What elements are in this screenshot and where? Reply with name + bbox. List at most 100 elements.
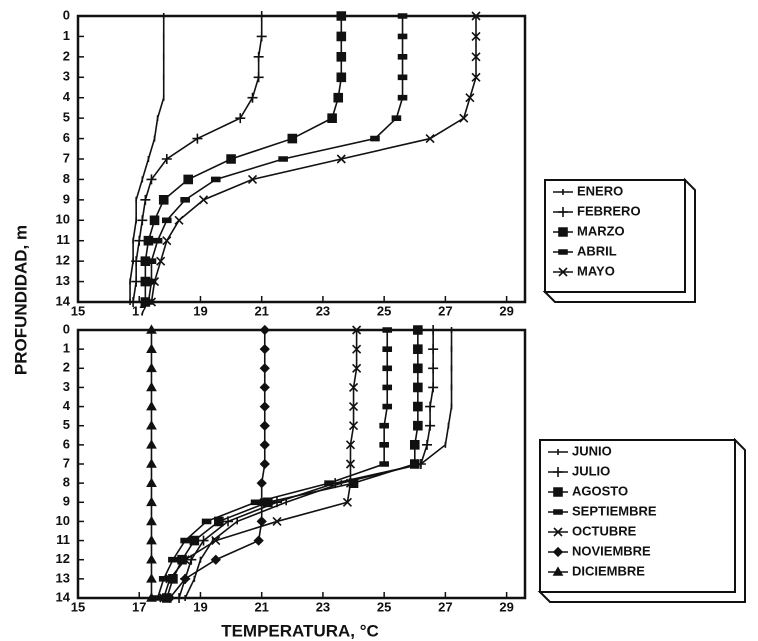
marker xyxy=(210,554,221,565)
marker xyxy=(379,442,389,448)
marker xyxy=(201,518,212,525)
marker xyxy=(146,515,157,526)
marker xyxy=(397,54,408,60)
marker xyxy=(425,401,436,412)
marker xyxy=(259,439,270,450)
marker xyxy=(558,227,568,237)
marker xyxy=(352,363,362,373)
marker xyxy=(131,276,142,287)
marker xyxy=(370,135,380,142)
marker xyxy=(397,33,408,40)
marker xyxy=(397,94,408,101)
y-tick-label: 14 xyxy=(56,293,71,308)
marker xyxy=(161,154,172,164)
marker xyxy=(161,217,172,224)
y-tick-label: 13 xyxy=(56,570,70,585)
marker xyxy=(465,93,475,103)
x-tick-label: 21 xyxy=(254,303,268,318)
marker xyxy=(391,115,402,121)
marker xyxy=(180,537,190,544)
y-tick-label: 11 xyxy=(56,232,70,247)
legend-label: ENERO xyxy=(577,183,623,198)
y-tick-label: 10 xyxy=(56,513,70,528)
marker xyxy=(552,546,564,558)
marker xyxy=(471,11,481,21)
marker xyxy=(558,267,568,277)
marker xyxy=(140,194,151,205)
legend-label: AGOSTO xyxy=(572,483,628,498)
y-tick-label: 7 xyxy=(63,455,70,470)
marker xyxy=(333,92,344,103)
legend-label: MAYO xyxy=(577,263,615,278)
legend-label: FEBRERO xyxy=(577,203,641,218)
x-tick-label: 25 xyxy=(377,599,391,614)
marker xyxy=(553,509,563,515)
marker xyxy=(253,51,264,62)
plot-frame xyxy=(76,328,527,600)
marker xyxy=(165,574,175,584)
marker xyxy=(336,52,347,62)
marker xyxy=(146,439,157,449)
marker xyxy=(143,235,154,246)
marker xyxy=(259,344,270,355)
marker xyxy=(352,344,362,354)
marker xyxy=(259,324,270,336)
x-tick-label: 17 xyxy=(132,599,146,614)
marker xyxy=(336,11,347,21)
x-tick-label: 23 xyxy=(316,303,330,318)
y-tick-label: 7 xyxy=(63,150,70,165)
marker xyxy=(158,576,169,582)
y-tick-label: 11 xyxy=(56,532,70,547)
legend-label: DICIEMBRE xyxy=(572,563,645,578)
marker xyxy=(409,459,420,469)
legend-label: OCTUBRE xyxy=(572,523,637,538)
marker xyxy=(287,133,298,144)
marker xyxy=(382,327,393,333)
x-tick-label: 27 xyxy=(438,599,452,614)
marker xyxy=(336,154,346,164)
y-tick-label: 3 xyxy=(63,379,70,394)
legend-label: JULIO xyxy=(572,463,610,478)
legend-label: MARZO xyxy=(577,223,625,238)
marker xyxy=(146,477,157,487)
marker xyxy=(471,72,481,82)
marker xyxy=(558,207,568,217)
marker xyxy=(256,31,267,42)
marker xyxy=(198,535,209,546)
marker xyxy=(382,384,393,391)
marker xyxy=(214,516,224,527)
marker xyxy=(131,256,142,267)
marker xyxy=(146,400,157,411)
series-line xyxy=(150,16,477,303)
marker xyxy=(192,133,203,144)
y-tick-label: 3 xyxy=(63,69,70,84)
marker xyxy=(345,440,356,450)
y-tick-label: 5 xyxy=(63,110,70,125)
marker xyxy=(235,113,246,124)
marker xyxy=(413,363,423,374)
marker xyxy=(253,72,264,83)
x-tick-label: 17 xyxy=(132,303,146,318)
marker xyxy=(146,381,157,392)
marker xyxy=(382,346,393,352)
marker xyxy=(253,535,264,546)
marker xyxy=(146,297,157,307)
marker xyxy=(336,72,347,83)
marker xyxy=(146,343,157,353)
series-line xyxy=(144,16,343,302)
marker xyxy=(146,592,157,602)
marker xyxy=(247,92,258,103)
marker xyxy=(168,556,178,563)
x-axis-label: TEMPERATURA, °C xyxy=(221,621,379,640)
marker xyxy=(413,382,423,393)
marker xyxy=(379,422,389,429)
marker xyxy=(278,156,288,162)
y-tick-label: 6 xyxy=(63,436,70,451)
marker xyxy=(459,113,469,123)
marker xyxy=(382,365,393,372)
marker xyxy=(259,420,270,431)
x-tick-label: 19 xyxy=(193,599,207,614)
marker xyxy=(174,215,184,225)
marker xyxy=(256,497,267,508)
